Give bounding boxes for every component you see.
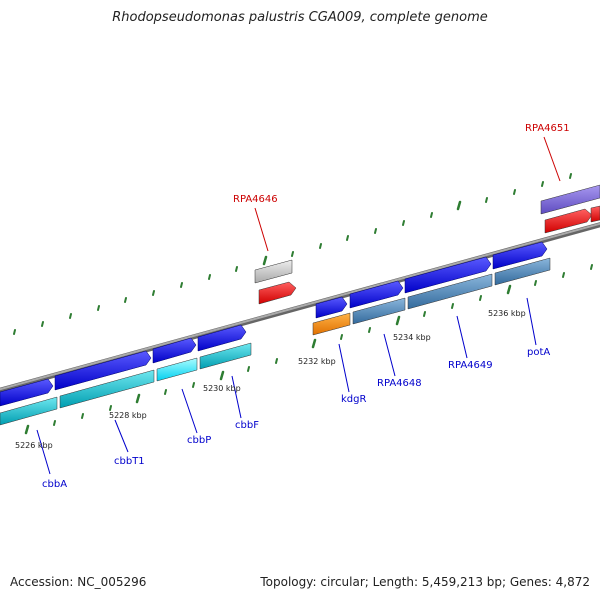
scale-label-5236: 5236 kbp <box>488 309 526 318</box>
label-cbbA: cbbA <box>42 479 67 490</box>
genome-summary-text: Topology: circular; Length: 5,459,213 bp… <box>260 575 590 589</box>
gene-RPA4651-purple <box>540 184 600 215</box>
scale-label-5226: 5226 kbp <box>15 441 53 450</box>
gene-steel-2 <box>407 273 493 310</box>
label-RPA4646: RPA4646 <box>233 194 278 205</box>
gene-cbbT1-blue <box>54 350 152 391</box>
label-RPA4649: RPA4649 <box>448 360 493 371</box>
scale-label-5234: 5234 kbp <box>393 333 431 342</box>
label-cbbF: cbbF <box>235 420 259 431</box>
label-cbbP: cbbP <box>187 435 211 446</box>
category-gene-row <box>0 257 551 426</box>
label-RPA4651: RPA4651 <box>525 123 570 134</box>
gene-steel-1 <box>352 297 406 325</box>
gene-RPA4651-red <box>544 208 593 234</box>
lower-tick-row <box>24 264 593 435</box>
gene-cbbA-blue <box>0 378 54 407</box>
leader-lines <box>36 136 561 475</box>
gene-RPA4648-blue <box>349 280 404 309</box>
upper-tick-row <box>13 173 572 335</box>
gene-cbbF-blue <box>197 324 247 352</box>
gene-teal-2 <box>59 369 155 409</box>
gene-RPA4646-red <box>258 281 297 305</box>
label-cbbT1: cbbT1 <box>114 456 145 467</box>
map-title: Rhodopseudomonas palustris CGA009, compl… <box>112 10 488 25</box>
gene-orange <box>312 312 351 336</box>
gene-teal-1 <box>0 396 58 426</box>
upper-gene-row <box>254 184 600 305</box>
scale-label-5228: 5228 kbp <box>109 411 147 420</box>
gene-cyan <box>156 357 198 382</box>
gene-cbbP-blue <box>152 337 197 364</box>
gene-kdgR-blue <box>315 296 348 319</box>
label-kdgR: kdgR <box>341 394 366 405</box>
label-RPA4648: RPA4648 <box>377 378 422 389</box>
gene-RPA4646-gray <box>254 259 293 284</box>
accession-text: Accession: NC_005296 <box>10 575 147 589</box>
scale-label-5232: 5232 kbp <box>298 357 336 366</box>
gene-steel-3 <box>494 257 551 286</box>
blue-gene-row <box>0 241 548 407</box>
gene-red-edge <box>590 205 600 223</box>
gene-teal-3 <box>199 342 252 370</box>
gene-RPA4649-blue <box>404 256 492 294</box>
gene-potA-blue <box>492 241 548 270</box>
label-potA: potA <box>527 347 550 358</box>
scale-label-5230: 5230 kbp <box>203 384 241 393</box>
